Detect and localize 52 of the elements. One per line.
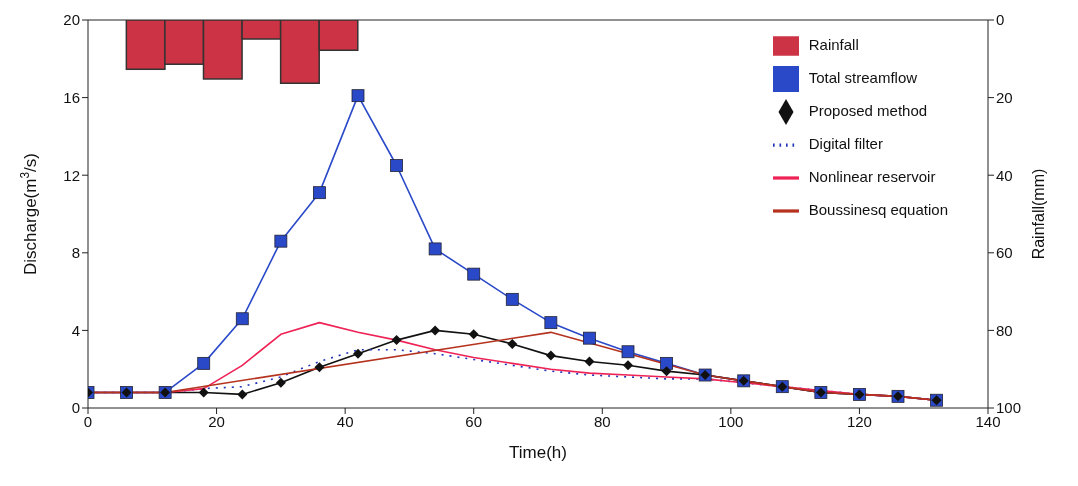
y-tick-label: 16 (63, 88, 80, 106)
point (583, 331, 596, 345)
y2-tick-label: 40 (996, 166, 1013, 184)
x-tick-label: 100 (718, 412, 744, 430)
x-tick-label: 120 (846, 412, 872, 430)
x-tick-label: 80 (593, 412, 611, 430)
y-tick-label: 8 (71, 244, 80, 262)
x-tick-label: 0 (83, 412, 93, 430)
point (351, 89, 365, 103)
legend-label: Digital filter (808, 135, 883, 152)
y2-tick-label: 0 (996, 11, 1005, 29)
point (274, 234, 288, 248)
point (237, 389, 248, 400)
y2-tick-label: 20 (996, 88, 1013, 106)
y2-tick-label: 80 (996, 321, 1013, 339)
legend-label: Rainfall (808, 36, 859, 53)
y2-axis-title: Rainfall(mm) (1030, 168, 1047, 260)
point (467, 267, 481, 281)
point (584, 356, 595, 367)
legend-label: Proposed method (808, 102, 928, 119)
point (430, 325, 441, 336)
point (661, 366, 672, 377)
point (660, 356, 673, 370)
y-tick-label: 12 (63, 166, 80, 184)
legend-label: Nonlinear reservoir (808, 168, 936, 185)
y-tick-label: 4 (71, 321, 80, 339)
legend-label: Total streamflow (808, 69, 918, 86)
point (353, 348, 363, 359)
point (505, 292, 519, 306)
point (621, 345, 635, 359)
point (275, 377, 286, 388)
x-axis-title: Time(h) (509, 443, 567, 462)
point (197, 356, 211, 370)
point (544, 316, 558, 330)
point (428, 242, 442, 256)
y2-tick-label: 60 (996, 244, 1013, 262)
legend-label: Boussinesq equation (808, 201, 948, 218)
point (623, 360, 633, 371)
point (235, 312, 249, 326)
point (390, 159, 403, 172)
point (468, 329, 479, 340)
x-tick-label: 40 (336, 412, 354, 430)
point (198, 387, 209, 398)
x-tick-label: 20 (208, 412, 225, 430)
point (391, 335, 402, 346)
point (545, 350, 556, 361)
y-tick-label: 20 (63, 11, 80, 29)
y-tick-label: 0 (71, 399, 80, 417)
point (507, 338, 518, 349)
point (313, 186, 326, 200)
point (314, 362, 325, 373)
x-tick-label: 60 (465, 412, 483, 430)
